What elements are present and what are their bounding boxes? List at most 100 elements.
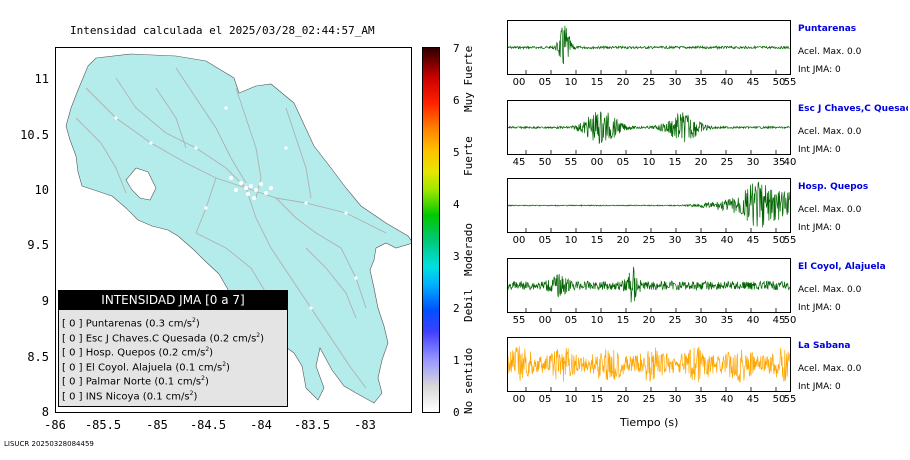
- colorbar-number: 1: [453, 354, 460, 367]
- waveform-svg: [507, 346, 792, 391]
- lat-label: 9.5: [27, 238, 49, 252]
- costa-rica-landmass: [65, 53, 411, 404]
- station-max-acceleration: Acel. Max. 0.0: [798, 127, 862, 137]
- time-tick-label: 05: [538, 235, 552, 246]
- legend-title: INTENSIDAD JMA [0 a 7]: [59, 291, 287, 310]
- colorbar-word: Fuerte: [462, 136, 475, 176]
- time-tick-label: 35: [694, 77, 708, 88]
- time-tick-label: 25: [720, 157, 734, 168]
- time-tick-label: 00: [512, 235, 526, 246]
- colorbar-word: Muy Fuerte: [462, 45, 475, 112]
- time-tick-label: 55: [783, 77, 797, 88]
- legend-item: [ 0 ] Esc J Chaves.C Quesada (0.2 cm/s2): [62, 331, 265, 344]
- time-tick-label: 55: [783, 394, 797, 405]
- legend-item: [ 0 ] INS Nicoya (0.1 cm/s2): [62, 389, 198, 402]
- time-tick-label: 10: [564, 394, 578, 405]
- map-title: Intensidad calculada el 2025/03/28_02:44…: [70, 24, 375, 37]
- time-tick-label: 40: [720, 235, 734, 246]
- time-tick-label: 05: [538, 77, 552, 88]
- trace-panel: [507, 20, 792, 75]
- legend-box: INTENSIDAD JMA [0 a 7] [ 0 ] Puntarenas …: [58, 290, 288, 407]
- waveform-trace: [507, 25, 790, 65]
- colorbar-word: Moderado: [462, 223, 475, 276]
- waveform-svg: [507, 25, 792, 74]
- time-tick-label: 30: [668, 235, 682, 246]
- time-tick-label: 50: [538, 157, 552, 168]
- colorbar-number: 4: [453, 198, 460, 211]
- station-max-acceleration: Acel. Max. 0.0: [798, 47, 862, 57]
- colorbar-number: 5: [453, 146, 460, 159]
- time-tick-label: 15: [590, 394, 604, 405]
- time-tick-label: 50: [772, 77, 786, 88]
- time-tick-label: 30: [746, 157, 760, 168]
- colorbar-number: 0: [453, 406, 460, 419]
- time-tick-label: 20: [694, 157, 708, 168]
- waveform-svg: [507, 111, 792, 154]
- time-tick-label: 10: [564, 235, 578, 246]
- station-name: Puntarenas: [798, 24, 857, 34]
- colorbar-number: 7: [453, 42, 460, 55]
- trace-panel: [507, 337, 792, 392]
- legend-item: [ 0 ] Puntarenas (0.3 cm/s2): [62, 317, 200, 330]
- time-tick-label: 55: [783, 235, 797, 246]
- time-tick-label: 30: [668, 394, 682, 405]
- time-tick-label: 30: [694, 315, 708, 326]
- station-name: Esc J Chaves,C Quesada: [798, 104, 908, 114]
- legend-item: [ 0 ] Palmar Norte (0.1 cm/s2): [62, 375, 209, 388]
- colorbar-word: No sentido: [462, 347, 475, 414]
- time-tick-label: 00: [512, 394, 526, 405]
- colorbar-number: 2: [453, 302, 460, 315]
- station-name: La Sabana: [798, 341, 851, 351]
- time-tick-label: 10: [642, 157, 656, 168]
- lon-label: -85: [146, 418, 168, 432]
- legend-item: [ 0 ] Hosp. Quepos (0.2 cm/s2): [62, 346, 214, 359]
- time-tick-label: 25: [642, 77, 656, 88]
- station-jma-intensity: Int JMA: 0: [798, 223, 841, 233]
- station-jma-intensity: Int JMA: 0: [798, 382, 841, 392]
- time-tick-label: 15: [590, 77, 604, 88]
- time-tick-label: 50: [772, 235, 786, 246]
- lat-label: 10: [34, 183, 49, 197]
- time-tick-label: 45: [746, 394, 760, 405]
- costa-rica-map-svg: [65, 53, 411, 404]
- colorbar-word: Debil: [462, 288, 475, 322]
- time-tick-label: 05: [616, 157, 630, 168]
- legend-item: [ 0 ] El Coyol. Alajuela (0.1 cm/s2): [62, 360, 230, 373]
- time-tick-label: 50: [783, 315, 797, 326]
- time-tick-label: 35: [772, 157, 786, 168]
- waveform-trace: [507, 181, 790, 228]
- time-tick-label: 35: [720, 315, 734, 326]
- time-tick-label: 35: [694, 235, 708, 246]
- time-tick-label: 30: [668, 77, 682, 88]
- time-tick-label: 00: [538, 315, 552, 326]
- trace-panel: [507, 258, 792, 313]
- lon-label: -83.5: [293, 418, 331, 432]
- intensity-colorbar: [422, 47, 440, 413]
- nicoya-gulf-water: [125, 167, 157, 201]
- waveform-trace: [507, 346, 790, 383]
- waveform-trace: [507, 266, 790, 303]
- lat-label: 8.5: [27, 350, 49, 364]
- lat-label: 11: [34, 72, 49, 86]
- time-tick-label: 20: [616, 394, 630, 405]
- time-tick-label: 10: [590, 315, 604, 326]
- lon-label: -86: [44, 418, 66, 432]
- time-tick-label: 20: [616, 235, 630, 246]
- time-tick-label: 25: [642, 235, 656, 246]
- lon-label: -84: [250, 418, 272, 432]
- time-tick-label: 40: [720, 394, 734, 405]
- footer-id: LISUCR 20250328084459: [4, 440, 94, 448]
- time-tick-label: 25: [642, 394, 656, 405]
- trace-panel: [507, 178, 792, 233]
- time-tick-label: 55: [564, 157, 578, 168]
- time-tick-label: 45: [746, 235, 760, 246]
- time-tick-label: 15: [590, 235, 604, 246]
- lat-label: 10.5: [20, 128, 49, 142]
- station-jma-intensity: Int JMA: 0: [798, 145, 841, 155]
- station-jma-intensity: Int JMA: 0: [798, 303, 841, 313]
- trace-panel: [507, 100, 792, 155]
- colorbar-number: 6: [453, 94, 460, 107]
- station-max-acceleration: Acel. Max. 0.0: [798, 205, 862, 215]
- station-name: El Coyol, Alajuela: [798, 262, 886, 272]
- time-tick-label: 15: [616, 315, 630, 326]
